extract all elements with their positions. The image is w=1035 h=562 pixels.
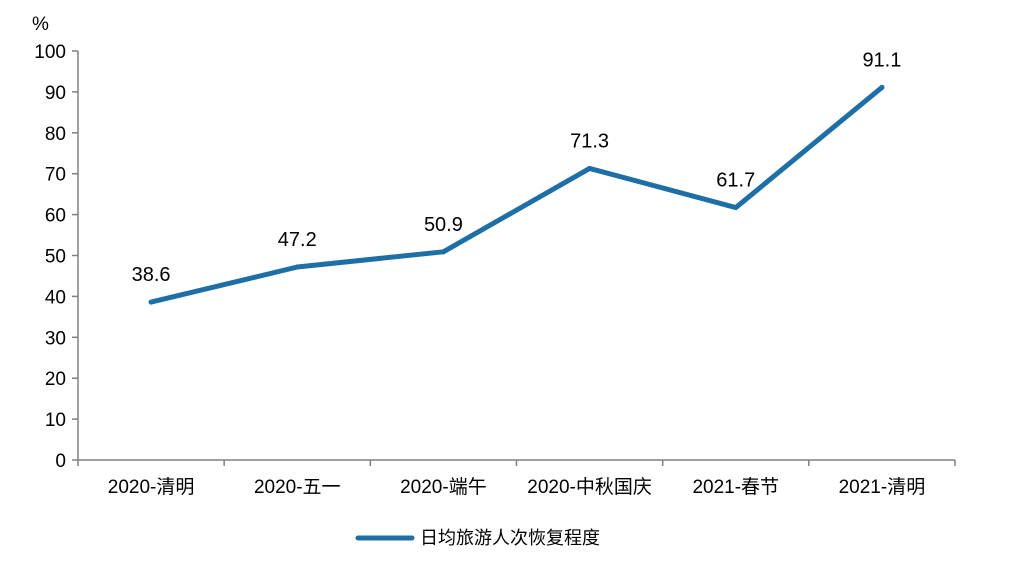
y-tick-label: 40 bbox=[45, 287, 66, 308]
data-point bbox=[879, 84, 885, 90]
y-tick-label: 60 bbox=[45, 206, 66, 227]
series-group bbox=[148, 84, 885, 305]
x-tick-label: 2020-中秋国庆 bbox=[527, 476, 652, 498]
x-tick-label: 2020-端午 bbox=[400, 476, 487, 498]
data-label: 61.7 bbox=[716, 170, 755, 192]
legend: 日均旅游人次恢复程度 bbox=[355, 528, 600, 548]
y-tick-label: 20 bbox=[45, 369, 66, 390]
y-tick-label: 70 bbox=[45, 165, 66, 186]
data-point bbox=[294, 264, 300, 270]
x-tick-label: 2020-五一 bbox=[254, 477, 341, 498]
y-tick-label: 80 bbox=[45, 124, 66, 145]
data-label: 71.3 bbox=[570, 130, 609, 152]
data-point bbox=[148, 299, 154, 305]
y-tick-label: 50 bbox=[45, 247, 66, 268]
y-tick-label: 100 bbox=[34, 42, 66, 63]
x-axis: 2020-清明 2020-五一 2020-端午 2020-中秋国庆 2021-春节 202… bbox=[77, 459, 956, 498]
y-tick-label: 10 bbox=[45, 410, 66, 431]
data-label: 38.6 bbox=[132, 264, 171, 286]
y-tick-label: 0 bbox=[55, 451, 66, 472]
data-label: 91.1 bbox=[862, 49, 901, 71]
y-tick-label: 30 bbox=[45, 328, 66, 349]
series-line bbox=[148, 84, 885, 305]
y-axis-unit-label: % bbox=[32, 14, 49, 35]
data-point bbox=[587, 165, 593, 171]
data-label: 47.2 bbox=[278, 229, 317, 251]
y-axis: 0 10 20 30 40 50 60 70 80 90 100 bbox=[34, 42, 79, 472]
data-point bbox=[733, 205, 739, 211]
data-point bbox=[440, 249, 446, 255]
x-tick-label: 2021-清明 bbox=[839, 476, 926, 498]
data-label: 50.9 bbox=[424, 214, 463, 236]
x-tick-label: 2020-清明 bbox=[108, 476, 195, 498]
data-labels: 38.6 47.2 50.9 71.3 61.7 91.1 bbox=[132, 49, 902, 286]
legend-label: 日均旅游人次恢复程度 bbox=[420, 528, 600, 548]
y-tick-label: 90 bbox=[45, 83, 66, 104]
x-tick-label: 2021-春节 bbox=[692, 476, 779, 498]
